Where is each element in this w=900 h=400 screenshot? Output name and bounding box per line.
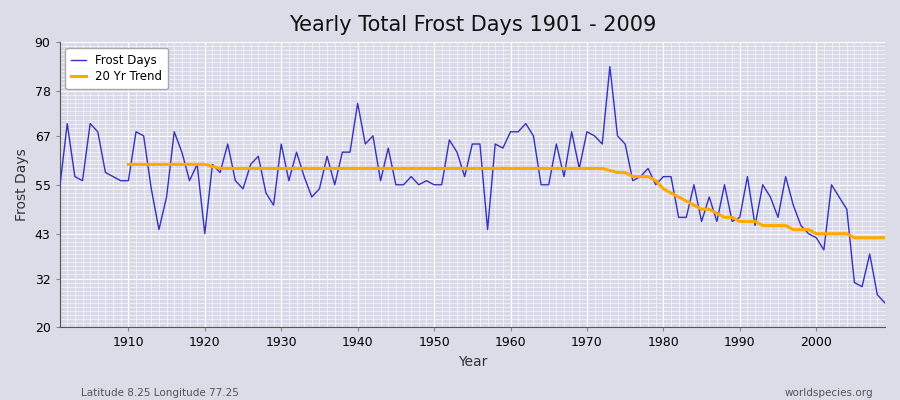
Frost Days: [329, 182, 340, 187]
Text: Latitude 8.25 Longitude 77.25: Latitude 8.25 Longitude 77.25: [81, 388, 239, 398]
Title: Yearly Total Frost Days 1901 - 2009: Yearly Total Frost Days 1901 - 2009: [289, 15, 656, 35]
Frost Days: [597, 142, 608, 146]
Y-axis label: Frost Days: Frost Days: [15, 148, 29, 221]
20 Yr Trend: [697, 207, 707, 212]
Frost Days: [115, 178, 126, 183]
Legend: Frost Days, 20 Yr Trend: Frost Days, 20 Yr Trend: [66, 48, 168, 89]
Line: 20 Yr Trend: 20 Yr Trend: [129, 164, 885, 238]
Frost Days: [54, 186, 65, 191]
Frost Days: [879, 300, 890, 305]
Text: worldspecies.org: worldspecies.org: [785, 388, 873, 398]
Frost Days: [498, 146, 508, 150]
Frost Days: [284, 178, 294, 183]
Frost Days: [605, 64, 616, 69]
20 Yr Trend: [818, 231, 829, 236]
20 Yr Trend: [879, 235, 890, 240]
20 Yr Trend: [849, 235, 859, 240]
20 Yr Trend: [352, 166, 363, 171]
20 Yr Trend: [643, 174, 653, 179]
Line: Frost Days: Frost Days: [59, 66, 885, 303]
X-axis label: Year: Year: [457, 355, 487, 369]
Frost Days: [505, 129, 516, 134]
20 Yr Trend: [123, 162, 134, 167]
20 Yr Trend: [215, 166, 226, 171]
20 Yr Trend: [428, 166, 439, 171]
